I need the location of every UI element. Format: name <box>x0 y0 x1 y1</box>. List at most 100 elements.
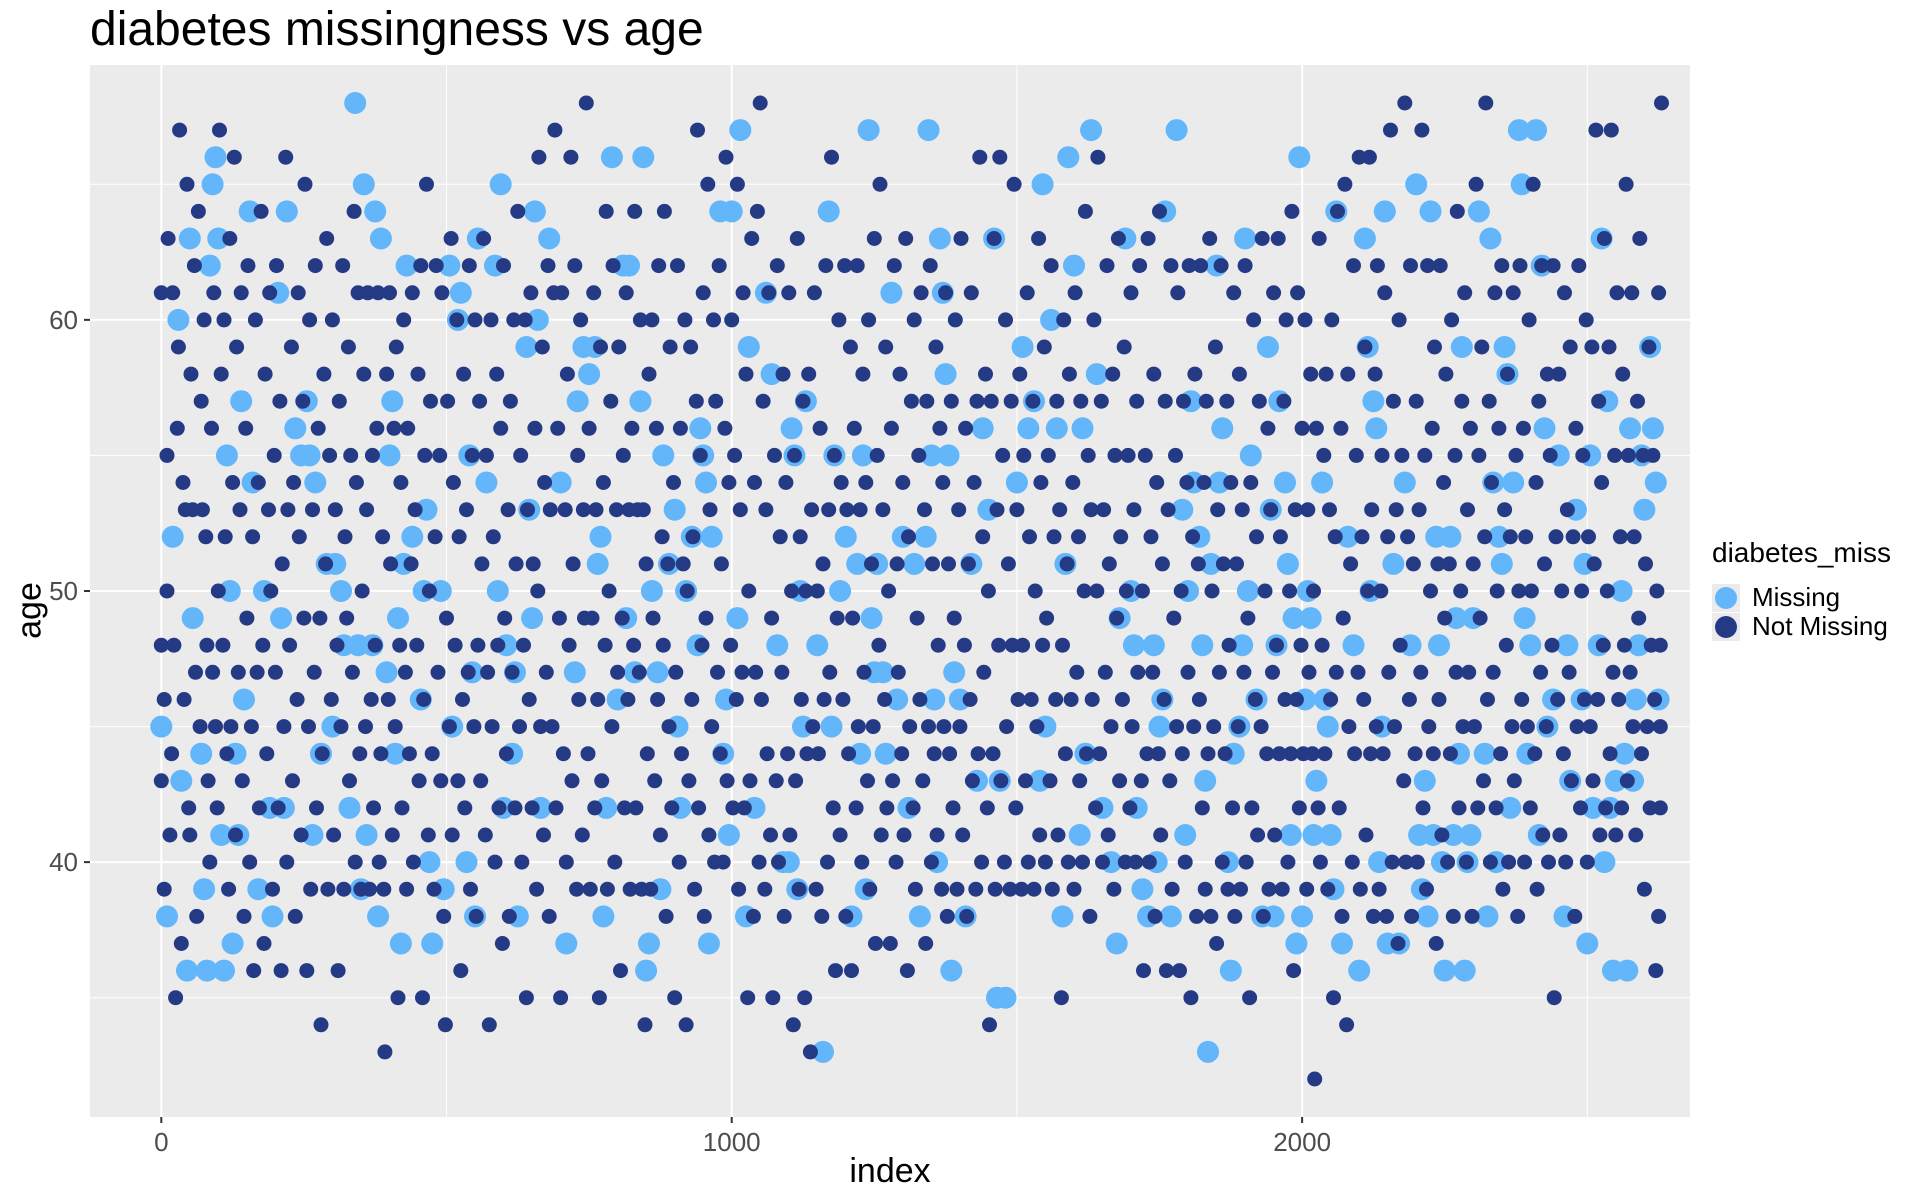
data-point-not-missing <box>439 610 454 626</box>
data-point-not-missing <box>217 529 233 545</box>
data-point-missing <box>923 688 946 711</box>
data-point-not-missing <box>1614 800 1630 816</box>
data-point-not-missing <box>520 502 535 518</box>
data-point-not-missing <box>259 746 275 762</box>
data-point-not-missing <box>866 231 882 246</box>
data-point-missing <box>600 146 623 169</box>
data-point-missing <box>156 905 178 928</box>
data-point-not-missing <box>1396 773 1412 789</box>
data-point-not-missing <box>450 773 466 789</box>
data-point-not-missing <box>1304 746 1320 762</box>
data-point-not-missing <box>604 719 620 735</box>
data-point-not-missing <box>269 258 284 274</box>
data-point-not-missing <box>645 610 661 626</box>
data-point-missing <box>1274 471 1296 494</box>
data-point-not-missing <box>1294 420 1310 436</box>
data-point-not-missing <box>1478 95 1494 111</box>
data-point-not-missing <box>1109 610 1125 626</box>
data-point-not-missing <box>569 881 585 897</box>
data-point-missing <box>1428 634 1450 657</box>
data-point-not-missing <box>892 366 908 382</box>
data-point-not-missing <box>160 231 176 246</box>
data-point-not-missing <box>899 963 915 979</box>
data-point-not-missing <box>1008 800 1024 816</box>
data-point-not-missing <box>1033 475 1049 490</box>
data-point-not-missing <box>985 746 1001 762</box>
data-point-not-missing <box>1133 773 1149 789</box>
data-point-not-missing <box>1324 312 1340 328</box>
data-point-not-missing <box>283 339 299 355</box>
data-point-not-missing <box>1397 95 1413 111</box>
data-point-not-missing <box>1533 664 1549 680</box>
data-point-not-missing <box>1466 719 1482 735</box>
data-point-not-missing <box>804 502 820 518</box>
data-point-not-missing <box>782 827 798 843</box>
data-point-missing <box>475 471 498 494</box>
axis-ticks <box>84 318 1304 1123</box>
data-point-missing <box>1476 905 1499 928</box>
data-point-missing <box>860 607 883 630</box>
data-point-not-missing <box>352 746 368 762</box>
data-point-not-missing <box>1029 719 1045 735</box>
data-point-not-missing <box>1088 800 1104 816</box>
data-point-not-missing <box>855 366 871 382</box>
data-point-not-missing <box>1141 854 1157 870</box>
data-point-missing <box>635 959 658 982</box>
series-not-missing <box>153 95 1669 1087</box>
data-point-not-missing <box>1180 664 1196 680</box>
data-point-not-missing <box>319 231 335 246</box>
data-point-not-missing <box>517 312 533 328</box>
data-point-not-missing <box>159 583 175 599</box>
data-point-missing <box>1199 552 1222 575</box>
data-point-not-missing <box>1297 312 1313 328</box>
data-point-not-missing <box>478 447 494 463</box>
data-point-missing <box>586 552 609 575</box>
data-point-not-missing <box>805 719 821 735</box>
data-point-not-missing <box>1485 664 1501 680</box>
data-point-missing <box>176 959 198 982</box>
data-point-not-missing <box>1200 746 1216 762</box>
data-point-not-missing <box>1251 393 1267 409</box>
data-point-not-missing <box>975 529 991 545</box>
data-point-not-missing <box>968 881 984 897</box>
data-point-not-missing <box>1615 366 1631 382</box>
data-point-not-missing <box>923 854 939 870</box>
data-point-not-missing <box>1436 475 1452 490</box>
data-point-not-missing <box>523 285 539 301</box>
data-point-not-missing <box>278 149 294 165</box>
data-point-not-missing <box>1413 664 1429 680</box>
data-point-not-missing <box>1183 990 1199 1006</box>
data-point-not-missing <box>1652 719 1668 735</box>
data-point-not-missing <box>1460 502 1475 518</box>
data-point-not-missing <box>696 908 712 924</box>
data-point-not-missing <box>759 746 775 762</box>
data-point-missing <box>1071 417 1094 440</box>
data-point-not-missing <box>179 176 195 192</box>
data-point-not-missing <box>313 1017 329 1033</box>
data-point-not-missing <box>1611 692 1627 707</box>
data-point-not-missing <box>464 447 480 463</box>
data-point-not-missing <box>1491 420 1507 436</box>
data-point-not-missing <box>474 556 490 572</box>
data-point-missing <box>1502 471 1525 494</box>
data-point-not-missing <box>1282 583 1298 599</box>
data-point-not-missing <box>654 529 670 545</box>
data-point-not-missing <box>690 122 705 138</box>
data-point-not-missing <box>387 719 403 735</box>
data-point-not-missing <box>864 556 879 572</box>
data-point-not-missing <box>382 285 397 301</box>
data-point-not-missing <box>530 583 546 599</box>
data-point-not-missing <box>1211 664 1227 680</box>
data-point-missing <box>1276 552 1299 575</box>
data-point-not-missing <box>1221 637 1237 653</box>
data-point-not-missing <box>1373 583 1389 599</box>
data-point-not-missing <box>1040 447 1056 463</box>
data-point-not-missing <box>183 366 199 382</box>
data-point-not-missing <box>1523 583 1539 599</box>
data-point-not-missing <box>502 393 518 409</box>
data-point-not-missing <box>229 339 245 355</box>
data-point-not-missing <box>724 312 740 328</box>
data-point-not-missing <box>265 881 280 897</box>
data-point-not-missing <box>969 393 985 409</box>
data-point-not-missing <box>787 447 802 463</box>
